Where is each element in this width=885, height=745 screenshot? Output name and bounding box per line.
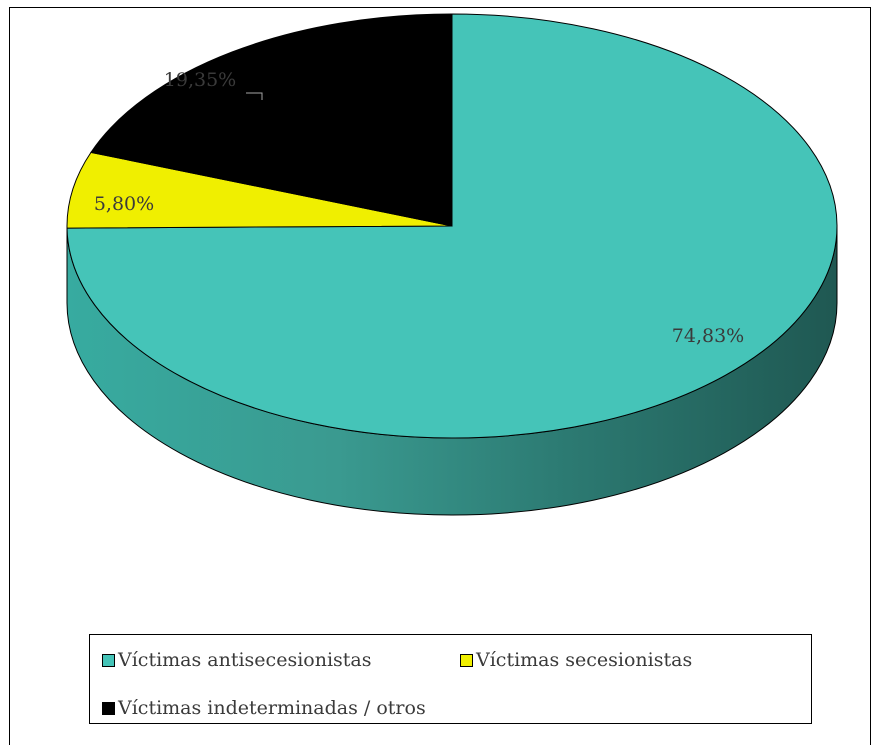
data-label-1: 5,80% [94,193,154,215]
legend-item-antisecesionistas: Víctimas antisecesionistas [102,649,372,671]
legend-swatch [102,701,115,715]
legend: Víctimas antisecesionistas Víctimas sece… [89,634,812,724]
legend-item-secesionistas: Víctimas secesionistas [460,649,692,671]
data-label-2: 19,35% [164,69,236,91]
legend-swatch [460,653,473,667]
label-leader-line [246,92,263,100]
legend-item-indeterminadas: Víctimas indeterminadas / otros [102,697,426,719]
legend-label: Víctimas antisecesionistas [118,649,372,671]
legend-label: Víctimas secesionistas [476,649,693,671]
pie-chart: 74,83% 5,80% 19,35% [66,13,838,516]
pie-slice-1 [66,151,453,229]
pie-slice-2 [90,13,453,227]
data-label-0: 74,83% [672,325,744,347]
legend-label: Víctimas indeterminadas / otros [118,697,426,719]
legend-swatch [102,653,115,667]
